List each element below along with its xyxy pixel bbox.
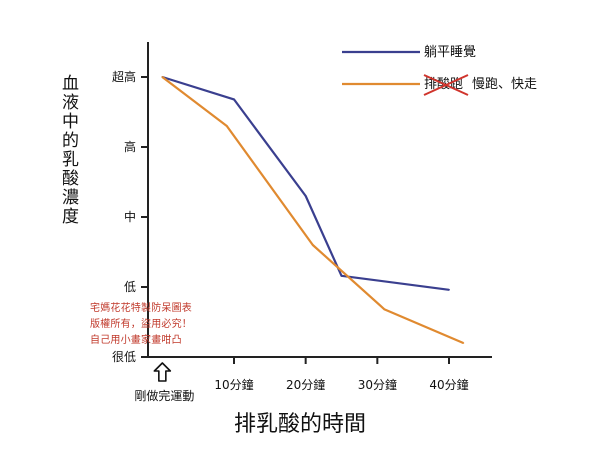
series-point-1 [233, 98, 235, 101]
x-tick-label: 20分鐘 [286, 377, 325, 392]
x-ticks: 剛做完運動 10分鐘 20分鐘 30分鐘 40分鐘 [134, 356, 469, 403]
series-lines [161, 75, 465, 345]
y-tick-label: 低 [124, 280, 136, 294]
up-arrow-icon [153, 362, 172, 382]
series-point-2 [462, 342, 465, 344]
watermark-line: 宅媽花花特製防呆圖表 [90, 303, 192, 314]
watermark-note: 宅媽花花特製防呆圖表 版權所有，盜用必究！ 自己用小畫家畫咁凸 [90, 301, 220, 349]
legend-label-1: 躺平睡覺 [424, 44, 476, 60]
x-tick-label: 30分鐘 [358, 377, 397, 392]
chart-axes [147, 42, 492, 358]
series-point-1 [304, 195, 307, 197]
x-tick-label: 剛做完運動 [134, 388, 194, 403]
x-axis-label: 排乳酸的時間 [233, 412, 366, 437]
legend-label-2: 慢跑、快走 [472, 76, 537, 92]
watermark-line: 版權所有，盜用必究！ [90, 319, 192, 330]
series-point-2 [225, 125, 228, 127]
y-tick-label: 高 [124, 139, 136, 154]
series-point-2 [311, 244, 314, 246]
x-tick-label: 10分鐘 [214, 377, 253, 392]
watermark-line: 自己用小畫家畫咁凸 [90, 335, 182, 346]
series-point-2 [161, 76, 164, 78]
y-tick-label: 中 [124, 209, 136, 224]
y-tick-label: 超高 [112, 69, 136, 84]
series-point-1 [448, 288, 450, 291]
legend: 躺平睡覺排酸跑慢跑、快走 [342, 44, 537, 96]
strike-mark [423, 74, 469, 96]
series-point-2 [383, 308, 386, 311]
y-axis-label: 血液中的乳酸濃度 [58, 74, 78, 226]
y-tick-label: 很低 [112, 350, 136, 364]
x-tick-label: 40分鐘 [429, 377, 468, 392]
up-arrow-shape [153, 362, 172, 382]
series-point-1 [340, 274, 343, 277]
